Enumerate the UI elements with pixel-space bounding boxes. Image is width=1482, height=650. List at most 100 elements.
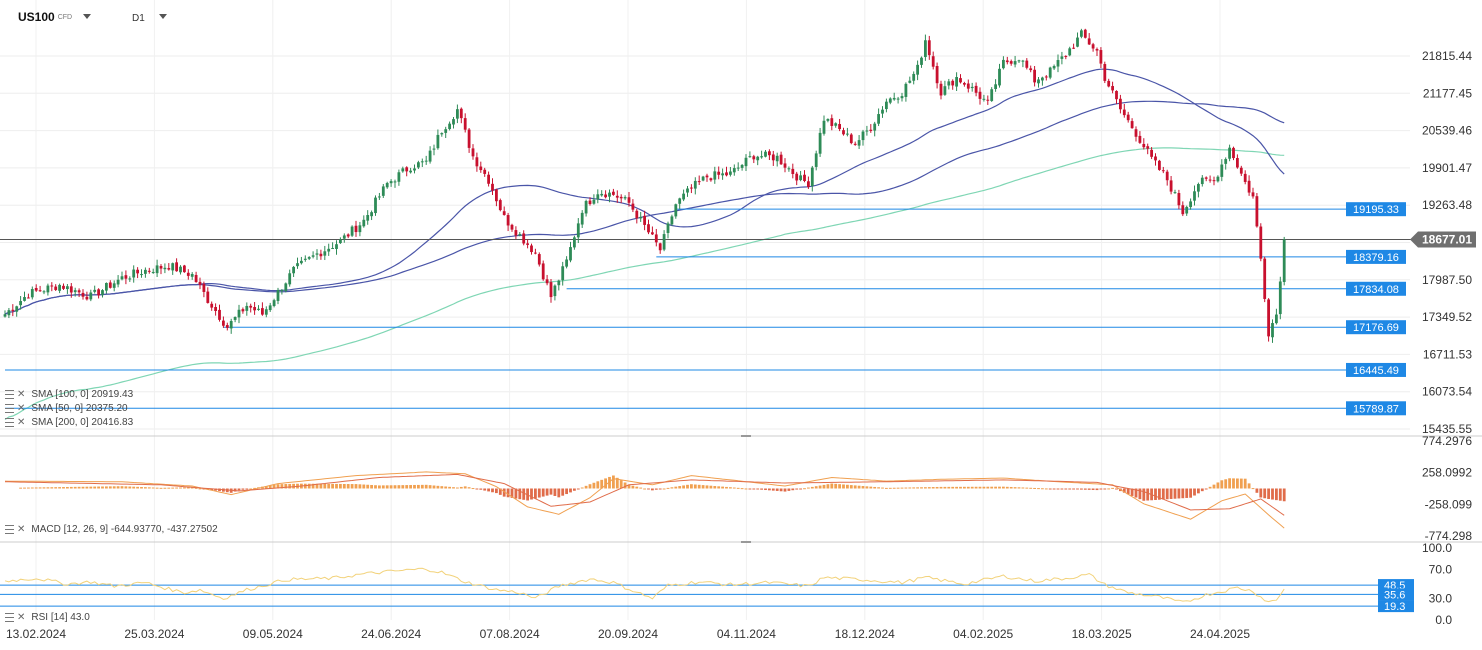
macd-histogram-bar [635, 486, 639, 489]
candle-body [604, 194, 607, 198]
symbol-selector[interactable]: US100 CFD [18, 10, 72, 24]
indicator-settings-icon[interactable] [5, 613, 14, 622]
candle-body [1068, 48, 1072, 56]
macd-histogram-bar [249, 488, 253, 490]
macd-histogram-bar [518, 488, 522, 500]
candle-body [869, 129, 873, 131]
macd-histogram-bar [62, 487, 65, 489]
candle-body [214, 307, 217, 311]
macd-histogram-bar [721, 486, 724, 489]
candle-body [873, 123, 877, 131]
candle-body [362, 219, 366, 227]
macd-histogram-bar [346, 484, 350, 489]
candle-body [1013, 61, 1017, 65]
macd-histogram-bar [573, 488, 576, 491]
timeframe-dropdown-icon[interactable] [159, 14, 167, 19]
macd-histogram-bar [186, 487, 190, 489]
candle-body [612, 191, 615, 195]
macd-histogram-bar [760, 488, 763, 490]
panel-resize-handle [741, 435, 751, 437]
candle-body [1017, 60, 1021, 62]
candle-body [799, 175, 802, 181]
indicator-settings-icon[interactable] [5, 525, 14, 534]
macd-histogram-bar [1193, 488, 1196, 496]
candle-body [502, 211, 506, 215]
macd-histogram-bar [725, 486, 728, 489]
candle-body [311, 255, 315, 257]
macd-histogram-bar [241, 488, 245, 490]
candle-body [459, 108, 463, 119]
candle-body [834, 123, 838, 126]
macd-histogram-bar [506, 488, 510, 498]
candle-body [175, 262, 178, 272]
macd-histogram-bar [1220, 480, 1224, 489]
candle-body [1009, 61, 1013, 64]
candle-body [787, 168, 791, 170]
indicator-settings-icon[interactable] [5, 390, 14, 399]
macd-histogram-bar [350, 484, 354, 489]
candle-body [775, 155, 779, 162]
candle-body [54, 286, 58, 290]
indicator-settings-icon[interactable] [5, 404, 14, 413]
candle-body [81, 292, 85, 297]
macd-histogram-bar [1087, 488, 1091, 490]
date-axis-label: 24.04.2025 [1190, 627, 1250, 641]
macd-histogram-bar [756, 488, 760, 490]
remove-indicator-icon[interactable]: ✕ [17, 524, 26, 535]
candle-body [159, 265, 163, 269]
remove-indicator-icon[interactable]: ✕ [17, 612, 26, 623]
remove-indicator-icon[interactable]: ✕ [17, 389, 26, 400]
macd-histogram-bar [315, 483, 319, 489]
candle-body [7, 310, 11, 316]
date-axis-label: 07.08.2024 [480, 627, 540, 641]
macd-histogram-bar [1251, 488, 1255, 490]
candle-body [740, 165, 744, 168]
candle-body [319, 253, 323, 257]
indicator-settings-icon[interactable] [5, 418, 14, 427]
candle-body [1267, 299, 1270, 337]
macd-histogram-bar [1099, 488, 1103, 490]
macd-histogram-bar [77, 486, 81, 489]
candle-body [1247, 180, 1251, 193]
price-axis-label: 19901.47 [1422, 161, 1472, 175]
candle-body [452, 119, 455, 125]
macd-histogram-bar [409, 485, 412, 489]
symbol-dropdown-icon[interactable] [83, 14, 91, 19]
price-axis-label: 15435.55 [1422, 422, 1472, 436]
candle-body [1165, 171, 1169, 181]
candle-body [506, 215, 510, 226]
macd-histogram-bar [487, 488, 490, 492]
candle-body [292, 266, 295, 274]
candle-body [1002, 59, 1005, 69]
candle-body [736, 167, 740, 169]
price-level-tag [1346, 281, 1406, 296]
candle-body [11, 309, 15, 311]
candle-body [241, 309, 245, 312]
candle-body [1115, 90, 1118, 100]
symbol-name[interactable]: US100 [18, 10, 55, 24]
macd-histogram-bar [530, 488, 533, 500]
macd-histogram-bar [861, 486, 865, 489]
macd-histogram-bar [736, 487, 740, 489]
candle-body [916, 64, 919, 75]
candle-body [179, 266, 182, 273]
macd-histogram-bar [647, 488, 650, 490]
candle-body [752, 156, 756, 160]
candle-body [596, 194, 600, 200]
candle-body [576, 223, 580, 238]
macd-histogram-bar [1126, 488, 1130, 495]
macd-histogram-bar [807, 487, 810, 489]
macd-histogram-bar [1158, 488, 1161, 500]
remove-indicator-icon[interactable]: ✕ [17, 417, 26, 428]
macd-histogram-bar [978, 486, 982, 489]
macd-histogram-bar [354, 484, 358, 489]
candle-body [693, 180, 697, 189]
timeframe-selector[interactable]: D1 [132, 13, 145, 24]
macd-histogram-bar [155, 487, 159, 489]
macd-histogram-bar [1060, 488, 1064, 490]
remove-indicator-icon[interactable]: ✕ [17, 403, 26, 414]
macd-histogram-bar [701, 485, 705, 489]
candle-body [358, 225, 362, 233]
macd-histogram-bar [619, 480, 623, 489]
